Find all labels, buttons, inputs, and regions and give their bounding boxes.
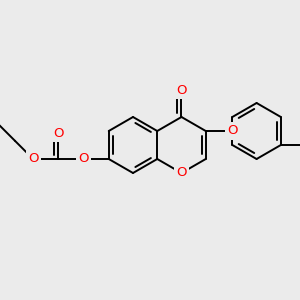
Text: O: O [28, 152, 38, 166]
Text: O: O [227, 124, 238, 137]
Text: O: O [176, 84, 187, 97]
Text: O: O [176, 167, 187, 179]
Text: O: O [78, 152, 89, 166]
Text: O: O [53, 127, 64, 140]
